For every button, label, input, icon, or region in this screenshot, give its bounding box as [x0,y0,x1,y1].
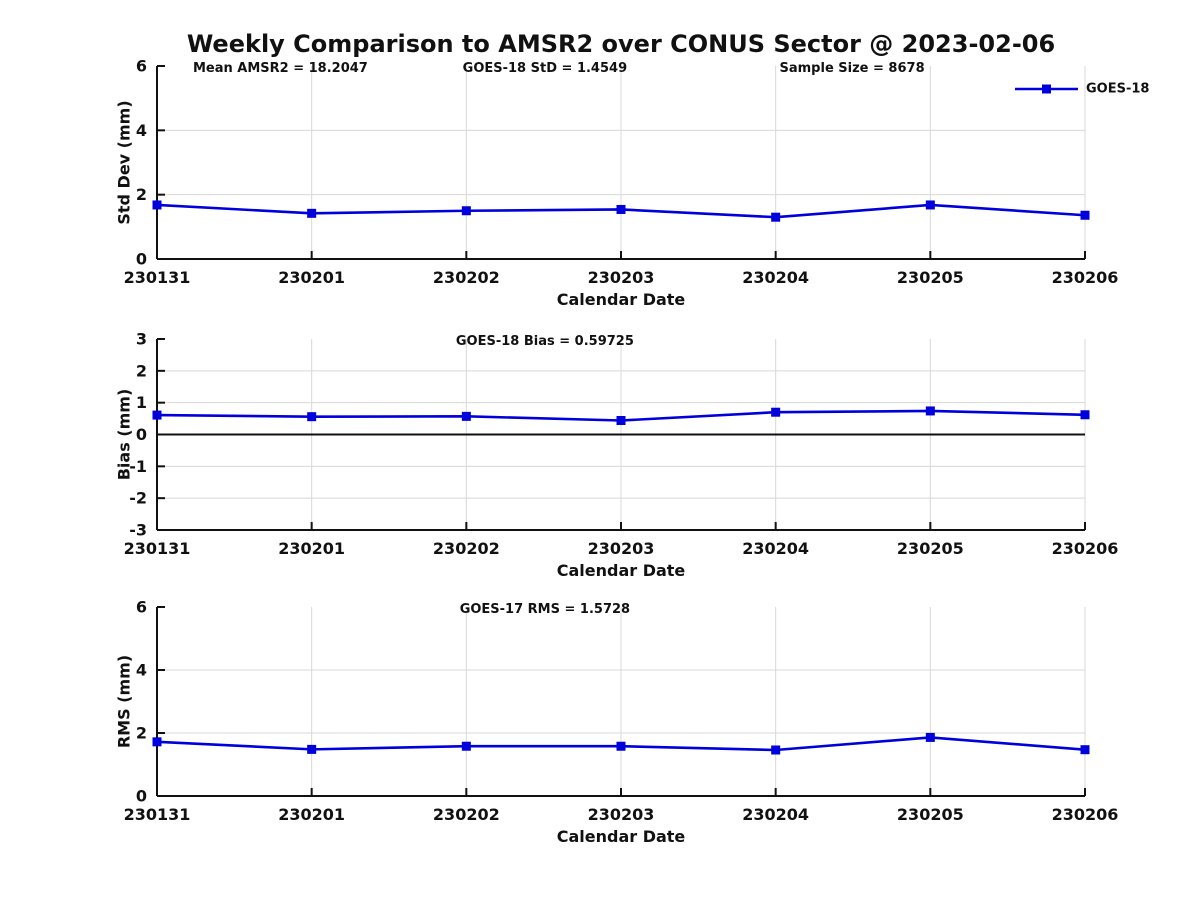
y-tick-label: 0 [136,425,147,444]
y-axis-label: RMS (mm) [115,655,134,748]
data-point-marker [925,732,935,742]
y-tick-label: 4 [136,661,147,680]
data-point-marker [461,411,471,421]
chart-title: Weekly Comparison to AMSR2 over CONUS Se… [186,30,1056,58]
y-tick-label: 3 [136,330,147,349]
data-point-marker [152,200,162,210]
x-axis-label: Calendar Date [557,290,686,309]
data-point-marker [925,200,935,210]
x-tick-label: 230206 [1052,268,1119,287]
annotation-text: GOES-17 RMS = 1.5728 [460,602,630,617]
x-tick-label: 230201 [278,539,345,558]
x-tick-label: 230203 [588,805,655,824]
data-point-marker [1080,210,1090,220]
annotation-text: Mean AMSR2 = 18.2047 [193,61,368,76]
y-tick-label: 2 [136,185,147,204]
data-point-marker [461,206,471,216]
x-tick-label: 230205 [897,268,964,287]
data-point-marker [616,415,626,425]
x-axis-label: Calendar Date [557,561,686,580]
x-tick-label: 230205 [897,805,964,824]
x-tick-label: 230202 [433,268,500,287]
x-tick-label: 230131 [124,805,191,824]
y-tick-label: 6 [136,57,147,76]
y-tick-label: -2 [129,489,147,508]
x-tick-label: 230203 [588,268,655,287]
data-point-marker [461,741,471,751]
annotation-text: Sample Size = 8678 [780,61,925,76]
data-point-marker [307,208,317,218]
legend-label: GOES-18 [1086,82,1149,97]
panel-std-dev [152,65,1090,260]
x-tick-label: 230206 [1052,539,1119,558]
x-tick-label: 230131 [124,539,191,558]
y-tick-label: 0 [136,787,147,806]
data-point-marker [616,741,626,751]
x-tick-label: 230204 [742,805,809,824]
y-tick-label: 1 [136,393,147,412]
data-point-marker [1080,745,1090,755]
data-point-marker [307,744,317,754]
data-point-marker [925,406,935,416]
data-point-marker [771,212,781,222]
x-tick-label: 230201 [278,805,345,824]
x-tick-label: 230131 [124,268,191,287]
data-point-marker [1080,410,1090,420]
y-tick-label: -1 [129,457,147,476]
y-tick-label: 2 [136,724,147,743]
y-tick-label: 0 [136,250,147,269]
legend-marker [1042,84,1051,94]
data-point-marker [152,737,162,747]
data-point-marker [771,745,781,755]
data-point-marker [616,204,626,214]
x-axis-label: Calendar Date [557,827,686,846]
y-tick-label: -3 [129,521,147,540]
x-tick-label: 230204 [742,268,809,287]
x-tick-label: 230202 [433,805,500,824]
data-point-marker [307,412,317,422]
x-tick-label: 230201 [278,268,345,287]
y-tick-label: 6 [136,598,147,617]
panel-bias [152,338,1090,531]
annotation-text: GOES-18 Bias = 0.59725 [456,334,634,349]
y-tick-label: 4 [136,121,147,140]
x-tick-label: 230205 [897,539,964,558]
y-axis-label: Bias (mm) [115,389,134,481]
x-tick-label: 230204 [742,539,809,558]
y-axis-label: Std Dev (mm) [115,100,134,224]
y-tick-label: 2 [136,361,147,380]
x-tick-label: 230202 [433,539,500,558]
x-tick-label: 230206 [1052,805,1119,824]
annotation-text: GOES-18 StD = 1.4549 [463,61,627,76]
data-point-marker [771,407,781,417]
panel-rms [152,606,1090,797]
legend: GOES-18 [1015,82,1149,97]
data-point-marker [152,410,162,420]
x-tick-label: 230203 [588,539,655,558]
